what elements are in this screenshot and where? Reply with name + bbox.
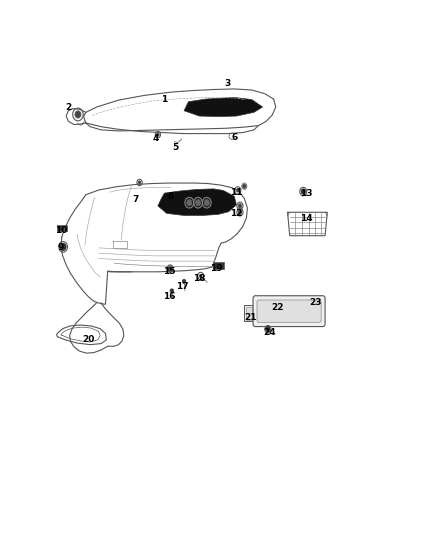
Text: 8: 8 [168, 192, 174, 201]
Text: 16: 16 [162, 292, 175, 301]
Text: 19: 19 [211, 264, 223, 273]
Circle shape [243, 184, 246, 188]
Bar [57, 224, 67, 231]
Text: 14: 14 [300, 214, 313, 223]
Text: 3: 3 [225, 78, 231, 87]
Circle shape [75, 111, 81, 118]
Circle shape [60, 243, 66, 251]
Circle shape [138, 181, 141, 184]
Circle shape [199, 274, 202, 278]
Text: 13: 13 [300, 189, 313, 198]
Circle shape [170, 289, 173, 293]
Text: 9: 9 [58, 244, 64, 253]
Circle shape [204, 199, 209, 206]
Circle shape [156, 133, 159, 136]
Text: 20: 20 [82, 335, 94, 344]
Text: 23: 23 [309, 298, 321, 307]
Text: 22: 22 [272, 303, 284, 312]
Text: 1: 1 [161, 94, 168, 103]
Text: 6: 6 [231, 133, 237, 142]
Circle shape [266, 327, 270, 332]
Text: 2: 2 [65, 102, 71, 111]
Circle shape [238, 204, 242, 208]
Circle shape [301, 189, 305, 194]
Circle shape [237, 189, 239, 192]
Bar [213, 262, 224, 269]
FancyBboxPatch shape [257, 300, 321, 322]
Text: 17: 17 [176, 281, 188, 290]
Text: 10: 10 [55, 226, 67, 235]
Polygon shape [184, 98, 263, 117]
Bar [244, 305, 253, 321]
Circle shape [187, 199, 192, 206]
Text: 11: 11 [230, 188, 243, 197]
Circle shape [182, 279, 186, 284]
Text: 12: 12 [230, 209, 243, 218]
Circle shape [168, 266, 172, 271]
Text: 4: 4 [152, 134, 159, 143]
Text: 7: 7 [133, 195, 139, 204]
FancyBboxPatch shape [253, 296, 325, 327]
Text: 15: 15 [162, 268, 175, 276]
Text: 5: 5 [172, 143, 178, 152]
Text: 24: 24 [263, 328, 276, 337]
Text: 21: 21 [244, 312, 257, 321]
Bar [246, 307, 252, 320]
Polygon shape [158, 189, 237, 215]
Text: 18: 18 [193, 273, 205, 282]
Circle shape [195, 199, 201, 206]
Circle shape [238, 210, 242, 214]
